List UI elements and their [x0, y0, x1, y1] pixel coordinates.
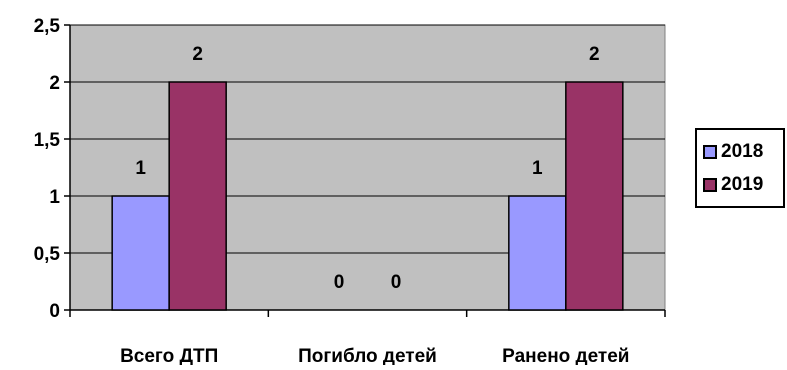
bar: [508, 195, 567, 311]
data-label: 0: [334, 272, 345, 293]
legend-item-series-1: 2018: [703, 140, 763, 164]
x-tick-label: Ранено детей: [502, 346, 629, 365]
bar: [565, 81, 624, 311]
data-label: 2: [589, 44, 600, 65]
bar: [111, 195, 170, 311]
y-tick-label: 2: [49, 73, 60, 94]
y-tick-label: 1: [49, 187, 60, 208]
x-tick-label: Всего ДТП: [120, 346, 218, 365]
y-tick-label: 2,5: [34, 16, 61, 37]
legend-label-series-1: 2018: [721, 141, 764, 162]
bar: [168, 81, 227, 311]
legend-swatch-series-2: [703, 178, 717, 192]
y-tick-label: 0: [49, 301, 60, 322]
y-tick-label: 0,5: [34, 244, 61, 265]
data-label: 0: [391, 272, 402, 293]
data-label: 1: [532, 158, 543, 179]
chart-legend: 2018 2019: [695, 128, 785, 208]
legend-item-series-2: 2019: [703, 173, 763, 197]
legend-swatch-series-1: [703, 145, 717, 159]
y-tick-label: 1,5: [34, 130, 61, 151]
legend-label-series-2: 2019: [721, 174, 764, 195]
data-label: 1: [135, 158, 146, 179]
x-tick-label: Погибло детей: [298, 346, 437, 365]
data-label: 2: [192, 44, 203, 65]
